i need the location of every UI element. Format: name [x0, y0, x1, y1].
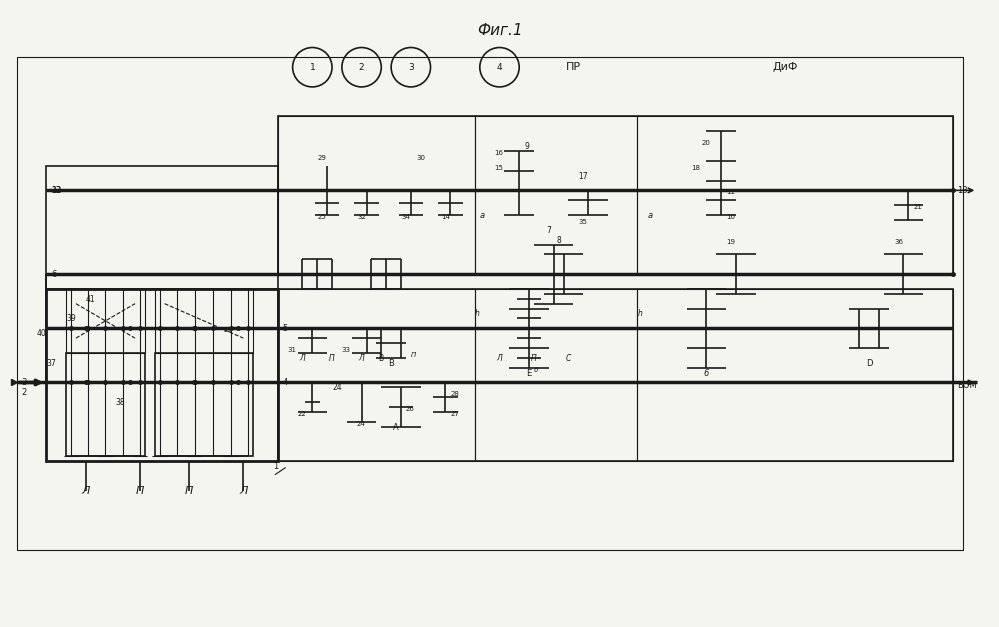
Text: D: D	[866, 359, 872, 367]
Text: 37: 37	[46, 359, 56, 367]
Text: 40: 40	[37, 329, 46, 338]
Text: В: В	[389, 359, 394, 367]
Bar	[637, 117, 953, 274]
Text: Л: Л	[82, 486, 90, 496]
Text: 30: 30	[417, 155, 426, 161]
Text: 6: 6	[534, 367, 538, 372]
Bar	[46, 289, 278, 461]
Text: 1: 1	[310, 63, 316, 71]
Text: 16: 16	[495, 150, 503, 156]
Text: Л: Л	[239, 486, 248, 496]
Bar	[475, 117, 637, 274]
Text: 14: 14	[441, 214, 450, 220]
Text: Л: Л	[497, 354, 502, 363]
Bar	[637, 289, 953, 461]
Bar	[278, 289, 953, 461]
Text: 2: 2	[21, 388, 27, 398]
Text: ДиФ: ДиФ	[772, 62, 798, 72]
Text: В: В	[379, 354, 384, 363]
Text: 4: 4	[283, 378, 288, 387]
Text: 7: 7	[546, 226, 551, 234]
Text: 6: 6	[703, 369, 709, 377]
Text: 2: 2	[359, 63, 365, 71]
Text: 9: 9	[524, 142, 529, 151]
Text: П: П	[531, 354, 536, 363]
Text: 12: 12	[51, 186, 62, 195]
Text: 6: 6	[51, 270, 57, 279]
Text: 3: 3	[21, 378, 27, 387]
Text: h: h	[475, 310, 480, 319]
Text: 39: 39	[66, 314, 76, 324]
Text: П: П	[329, 354, 335, 363]
Text: 20: 20	[701, 140, 710, 146]
Text: 15: 15	[495, 165, 503, 171]
Bar	[475, 289, 637, 461]
Text: 21: 21	[913, 204, 922, 210]
Text: Л: Л	[300, 354, 306, 363]
Text: 22: 22	[298, 411, 307, 417]
Text: a: a	[647, 211, 652, 220]
Bar	[278, 117, 475, 274]
Text: 19: 19	[726, 238, 735, 245]
Text: 41: 41	[86, 295, 95, 303]
Text: 23: 23	[51, 186, 61, 195]
Text: A: A	[394, 423, 399, 432]
Text: 27: 27	[451, 411, 460, 417]
Text: 25: 25	[318, 214, 327, 220]
Text: 36: 36	[894, 238, 903, 245]
Text: 18: 18	[691, 165, 700, 171]
Bar	[278, 289, 475, 461]
Text: 3: 3	[408, 63, 414, 71]
Bar	[66, 289, 145, 353]
Text: 11: 11	[726, 189, 735, 195]
Text: 34: 34	[402, 214, 411, 220]
Bar	[66, 353, 145, 456]
Bar	[46, 166, 278, 289]
Text: 24: 24	[332, 383, 342, 393]
Text: 33: 33	[342, 347, 351, 353]
Text: С: С	[565, 354, 571, 363]
Text: 31: 31	[288, 347, 297, 353]
Text: 26: 26	[406, 406, 415, 412]
Text: П: П	[411, 352, 417, 358]
Text: 13: 13	[958, 186, 968, 195]
Text: 29: 29	[318, 155, 327, 161]
Text: ПР: ПР	[565, 62, 581, 72]
Bar	[155, 289, 253, 353]
Text: 28: 28	[451, 391, 460, 398]
Text: E: E	[526, 369, 531, 377]
Text: 24: 24	[357, 421, 366, 427]
Text: ВОМ: ВОМ	[958, 381, 977, 390]
Text: 5: 5	[283, 324, 288, 333]
Bar	[155, 353, 253, 456]
Text: 35: 35	[578, 219, 587, 225]
Text: a: a	[480, 211, 485, 220]
Text: 1: 1	[273, 462, 278, 471]
Text: 17: 17	[578, 172, 588, 181]
Text: Фиг.1: Фиг.1	[477, 23, 522, 38]
Text: П: П	[136, 486, 144, 496]
Text: 22: 22	[224, 327, 233, 333]
Text: 4: 4	[497, 63, 502, 71]
Text: 8: 8	[556, 236, 561, 245]
Text: 10: 10	[726, 214, 735, 220]
Text: П: П	[185, 486, 194, 496]
Text: 38: 38	[115, 398, 125, 407]
Text: Л: Л	[359, 354, 365, 363]
Text: h: h	[637, 310, 642, 319]
Text: 32: 32	[358, 214, 366, 220]
Bar	[278, 117, 953, 274]
Bar	[17, 58, 962, 550]
